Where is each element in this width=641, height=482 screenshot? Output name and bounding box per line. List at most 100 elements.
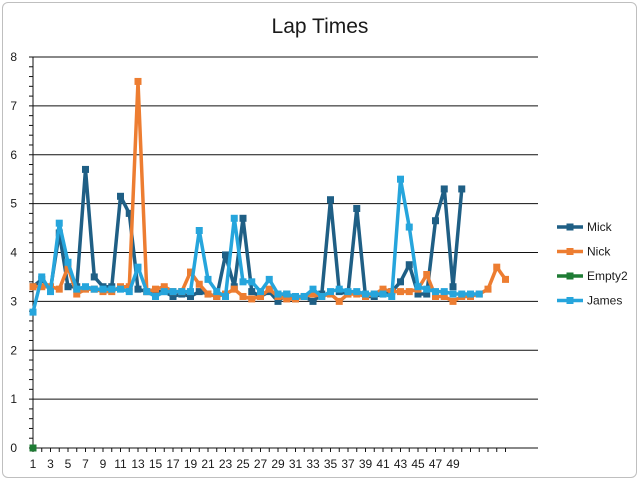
data-point-nick [397, 288, 404, 296]
x-tick-label: 41 [376, 457, 390, 471]
data-point-mick [125, 209, 133, 217]
data-point-james [204, 275, 212, 283]
data-point-nick [432, 292, 439, 300]
data-point-james [405, 223, 413, 231]
x-tick-label: 31 [289, 457, 303, 471]
series-line-james [31, 177, 480, 313]
data-point-james [90, 285, 98, 293]
x-tick-label: 3 [47, 457, 54, 471]
legend-swatch-marker [566, 223, 574, 231]
y-tick-label: 4 [10, 246, 17, 260]
data-point-nick [38, 283, 46, 291]
data-point-james [353, 288, 361, 296]
x-tick-label: 15 [149, 457, 163, 471]
data-point-nick [213, 292, 221, 300]
data-point-james [449, 290, 457, 298]
x-tick-label: 13 [131, 457, 145, 471]
legend-item-james: James [557, 294, 622, 308]
data-point-mick [169, 292, 177, 300]
data-point-nick [73, 290, 81, 298]
data-point-james [117, 285, 124, 293]
x-tick-label: 11 [114, 457, 127, 471]
data-point-james [344, 288, 352, 296]
data-point-nick [55, 285, 63, 293]
x-tick-label: 49 [446, 457, 460, 471]
data-point-james [195, 227, 203, 235]
series-empty2 [29, 444, 37, 452]
data-point-mick [90, 273, 98, 281]
data-point-nick [29, 283, 37, 291]
x-tick-label: 27 [254, 457, 268, 471]
series-james [29, 175, 483, 316]
data-point-james [73, 285, 81, 293]
x-tick-label: 7 [82, 457, 89, 471]
x-tick-label: 29 [271, 457, 285, 471]
data-point-james [152, 292, 159, 300]
data-point-mick [432, 217, 439, 225]
series-line-nick [33, 79, 507, 304]
y-tick-label: 3 [10, 294, 17, 308]
data-point-james [257, 288, 264, 296]
data-point-nick [335, 297, 343, 305]
data-point-nick [502, 275, 509, 283]
data-point-mick [440, 185, 448, 193]
data-point-james [248, 278, 256, 286]
data-point-james [38, 273, 46, 281]
data-point-nick [160, 283, 168, 291]
data-point-nick [134, 77, 142, 85]
legend-item-nick: Nick [557, 245, 611, 259]
legend-swatch-marker [566, 272, 574, 280]
data-point-james [414, 283, 422, 291]
data-point-nick [265, 285, 273, 293]
data-point-james [379, 290, 387, 298]
chart-title: Lap Times [272, 15, 369, 38]
data-point-mick [353, 205, 361, 213]
x-tick-label: 43 [394, 457, 408, 471]
data-point-mick [414, 290, 422, 298]
data-point-james [265, 275, 273, 283]
data-point-james [125, 288, 133, 296]
data-point-nick [423, 270, 431, 278]
data-point-mick [134, 285, 142, 293]
data-point-mick [82, 165, 89, 173]
data-point-mick [195, 288, 203, 296]
data-point-nick [239, 292, 247, 300]
x-tick-label: 47 [429, 457, 443, 471]
y-tick-label: 8 [10, 50, 17, 64]
data-point-james [388, 292, 396, 300]
data-point-james [335, 285, 343, 293]
data-point-james [99, 285, 107, 293]
data-point-mick [248, 288, 256, 296]
data-point-james [108, 285, 116, 293]
data-point-james [143, 288, 151, 296]
data-point-james [82, 283, 89, 291]
legend-swatch-marker [566, 248, 574, 255]
legend: Mick Nick Empty2 James [557, 220, 628, 308]
data-point-mick [187, 292, 194, 300]
data-point-james [362, 290, 369, 298]
data-point-james [64, 258, 72, 266]
legend-swatch-marker [566, 297, 574, 304]
x-tick-label: 39 [359, 457, 373, 471]
data-point-james [47, 288, 54, 296]
data-point-james [432, 288, 439, 296]
data-point-mick [458, 185, 466, 193]
legend-label: Empty2 [587, 269, 628, 283]
data-point-james [222, 292, 229, 300]
legend-item-mick: Mick [557, 220, 613, 234]
data-point-nick [248, 295, 256, 303]
data-point-mick [222, 251, 229, 259]
data-point-mick [405, 261, 413, 269]
data-point-nick [405, 288, 413, 296]
data-point-james [187, 288, 194, 296]
data-point-nick [309, 290, 317, 298]
data-point-nick [152, 285, 159, 293]
series-nick [29, 77, 509, 305]
series-layer [29, 77, 509, 452]
data-point-james [239, 278, 247, 286]
data-point-james [55, 219, 63, 227]
data-point-james [283, 290, 291, 298]
data-point-mick [327, 196, 334, 204]
x-tick-label: 45 [411, 457, 425, 471]
data-point-empty2 [29, 444, 37, 452]
